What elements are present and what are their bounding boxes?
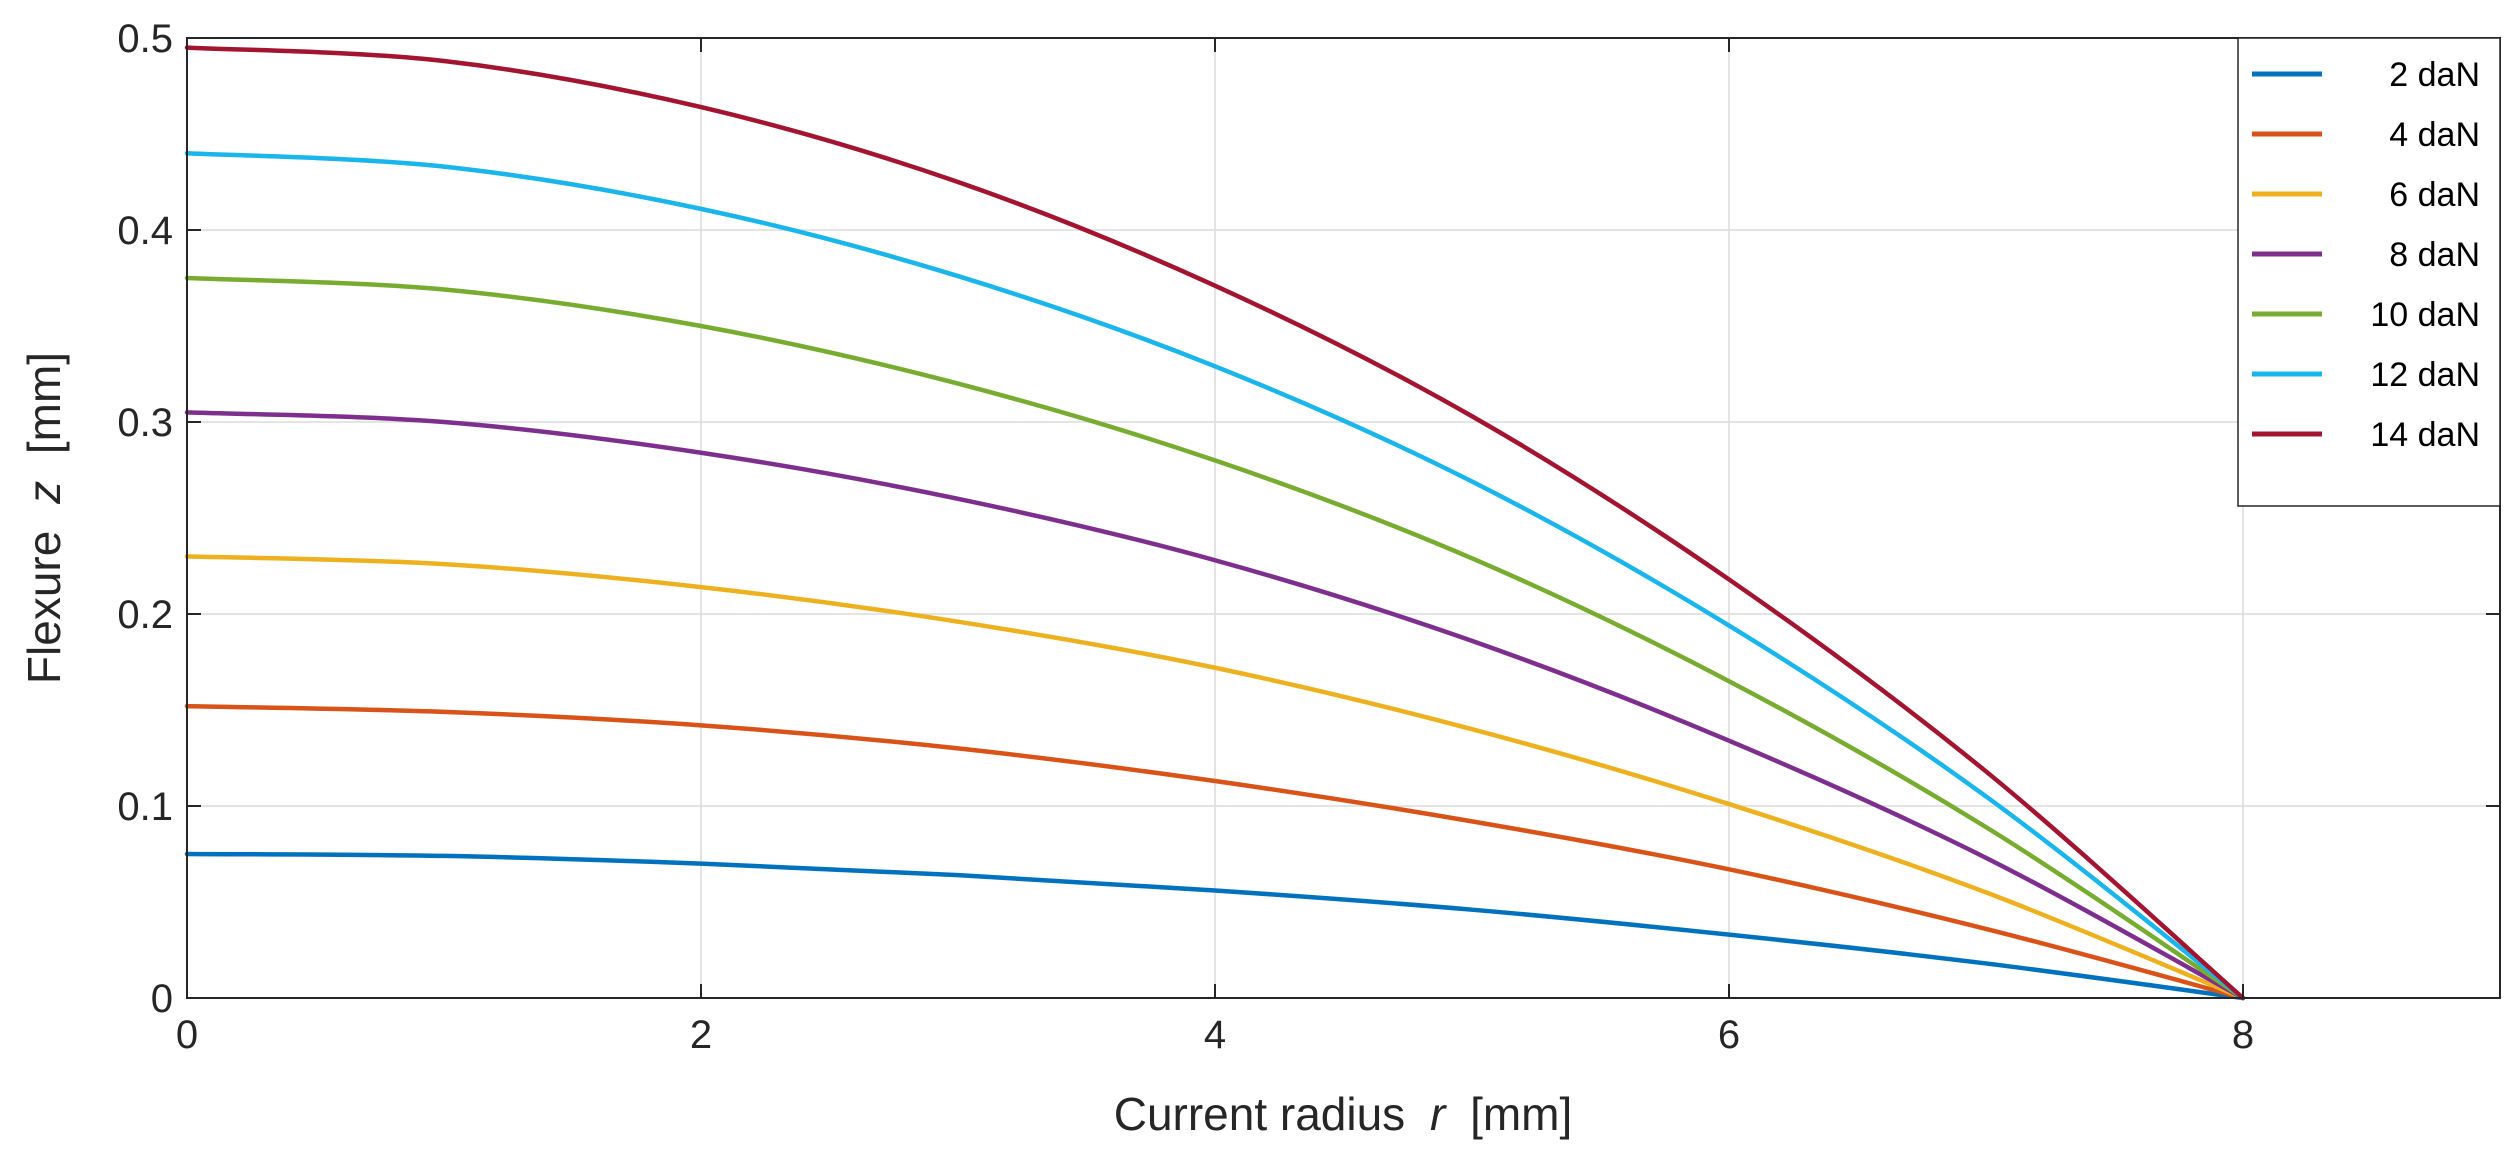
x-axis-label-var: r <box>1430 1088 1447 1140</box>
legend-items: 2 daN 4 daN 6 daN 8 daN 10 daN 12 daN 14 daN <box>2252 56 2480 454</box>
series-line-6-dan <box>184 554 2246 1001</box>
y-tick-label: 0.2 <box>117 593 173 637</box>
series-line-2-dan <box>184 851 2246 1001</box>
legend-label-1: 2 daN <box>2389 56 2480 94</box>
y-tick-label: 0.3 <box>117 401 173 445</box>
x-tick-label: 2 <box>690 1013 712 1057</box>
x-tick-label: 4 <box>1204 1013 1226 1057</box>
axes-box <box>186 37 2501 999</box>
legend-box <box>2237 37 2501 507</box>
y-tick-label: 0 <box>151 977 173 1021</box>
y-tick-label: 0.1 <box>117 785 173 829</box>
y-tick-labels: 0 0.1 0.2 0.3 0.4 0.5 <box>117 17 173 1021</box>
series-line-12-dan <box>184 150 2246 1001</box>
legend-label-3: 6 daN <box>2389 176 2480 214</box>
plot-background <box>187 38 2500 998</box>
series-line-10-dan <box>184 275 2246 1001</box>
y-axis-label-unit: [mm] <box>18 352 70 454</box>
series-line-14-dan <box>184 45 2246 1001</box>
y-axis-label-var: z <box>18 481 70 505</box>
legend: 2 daN 4 daN 6 daN 8 daN 10 daN 12 daN 14 daN <box>2237 37 2501 507</box>
series-line-8-dan <box>184 410 2246 1001</box>
x-tick-label: 6 <box>1718 1013 1740 1057</box>
y-tick-label: 0.5 <box>117 17 173 61</box>
legend-label-2: 4 daN <box>2389 116 2480 154</box>
y-tick-label: 0.4 <box>117 209 173 253</box>
x-tick-label: 0 <box>176 1013 198 1057</box>
y-axis-label: Flexure z [mm] <box>18 352 70 684</box>
y-axis-label-prefix: Flexure <box>18 531 70 684</box>
legend-label-7: 14 daN <box>2370 416 2480 454</box>
x-tick-labels: 0 2 4 6 8 <box>176 1013 2254 1057</box>
x-axis-label: Current radius r [mm] <box>1114 1088 1573 1140</box>
x-axis-label-prefix: Current radius <box>1114 1088 1405 1140</box>
x-axis-label-unit: [mm] <box>1470 1088 1572 1140</box>
x-tick-label: 8 <box>2232 1013 2254 1057</box>
series-lines <box>184 45 2246 1001</box>
series-line-4-dan <box>184 703 2246 1001</box>
legend-label-5: 10 daN <box>2370 296 2480 334</box>
legend-label-4: 8 daN <box>2389 236 2480 274</box>
legend-label-6: 12 daN <box>2370 356 2480 394</box>
